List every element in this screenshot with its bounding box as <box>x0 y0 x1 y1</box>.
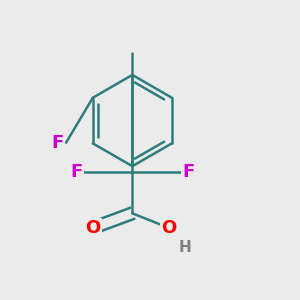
Text: F: F <box>70 163 82 181</box>
Text: H: H <box>179 240 192 255</box>
Text: F: F <box>182 163 194 181</box>
Text: O: O <box>85 219 100 237</box>
Text: O: O <box>161 219 177 237</box>
Text: F: F <box>51 134 63 152</box>
